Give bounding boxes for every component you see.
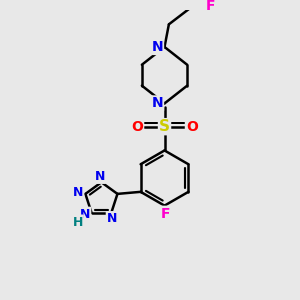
Text: N: N: [73, 186, 83, 199]
Text: N: N: [80, 208, 90, 221]
Text: F: F: [161, 207, 171, 221]
Text: S: S: [159, 119, 170, 134]
Text: N: N: [152, 40, 163, 54]
Text: F: F: [206, 0, 215, 13]
Text: N: N: [107, 212, 117, 225]
Text: O: O: [131, 120, 143, 134]
Text: N: N: [95, 170, 105, 183]
Text: O: O: [186, 120, 198, 134]
Text: H: H: [72, 215, 83, 229]
Text: N: N: [152, 96, 163, 110]
